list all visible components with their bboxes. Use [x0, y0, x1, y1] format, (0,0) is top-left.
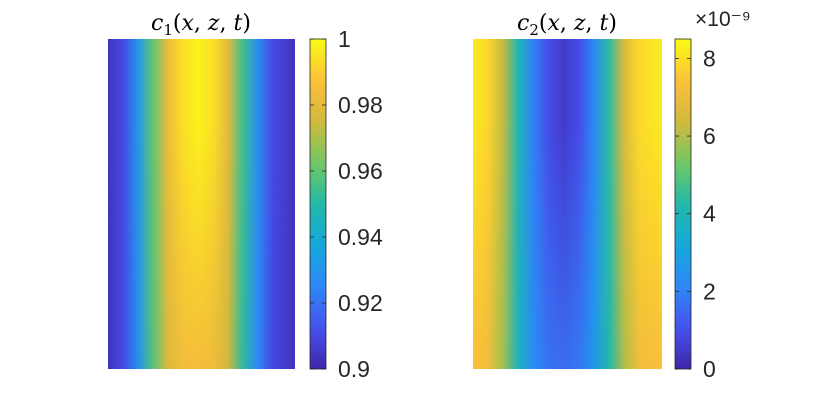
colorbar-tick-label: 0.98 [338, 92, 383, 118]
heatmap-upper-layer-1 [108, 39, 295, 369]
colorbar-tick-label: 1 [338, 26, 351, 52]
colorbar-gradient-c1 [309, 38, 327, 370]
heatmap-c2: c2(x, z, t) [473, 11, 662, 369]
chart-title-c2: c2(x, z, t) [517, 11, 617, 39]
colorbar-tick-label: 0.92 [338, 290, 383, 316]
colorbar-tick-label: 2 [703, 278, 716, 304]
chart-title-c1: c1(x, z, t) [151, 11, 251, 39]
heatmap-upper-layer-2 [473, 39, 662, 369]
colorbar-gradient-c2 [674, 38, 692, 370]
colorbar-tick-label: 8 [703, 45, 716, 71]
colorbar-tick-label: 0.96 [338, 158, 383, 184]
colorbar-c2: ×10⁻⁹ 0 2 4 6 8 [674, 8, 751, 382]
colorbar-tick-label: 0 [703, 356, 716, 382]
colorbar-c1: 0.9 0.92 0.94 0.96 0.98 1 [309, 26, 383, 382]
heatmap-c1: c1(x, z, t) [108, 11, 295, 369]
colorbar-tick-label: 0.9 [338, 356, 370, 382]
colorbar-tick-label: 6 [703, 123, 716, 149]
colorbar-tick-label: 0.94 [338, 224, 383, 250]
colorbar-exponent-c2: ×10⁻⁹ [695, 8, 751, 31]
colorbar-tick-label: 4 [703, 201, 716, 227]
